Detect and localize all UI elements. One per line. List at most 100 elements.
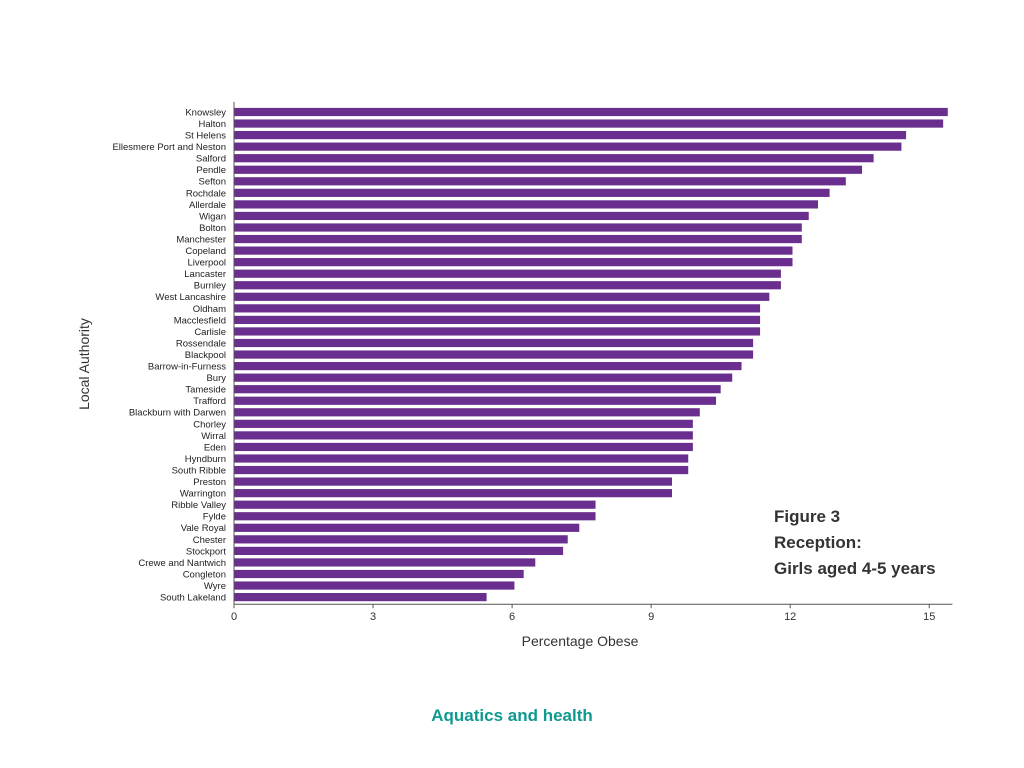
x-tick-label: 12 xyxy=(784,611,796,623)
bar xyxy=(234,489,673,498)
category-label: Salford xyxy=(196,154,226,165)
bar xyxy=(234,165,863,174)
bar xyxy=(234,362,742,371)
x-tick-label: 9 xyxy=(648,611,654,623)
figure-group: Reception: xyxy=(774,533,862,552)
bar xyxy=(234,396,717,405)
category-label: Wigan xyxy=(199,211,226,222)
category-label: Hyndburn xyxy=(185,454,226,465)
bar xyxy=(234,119,944,128)
x-tick-label: 6 xyxy=(509,611,515,623)
bar xyxy=(234,431,693,440)
category-label: Allerdale xyxy=(189,200,226,211)
category-label: Ellesmere Port and Neston xyxy=(112,142,226,153)
figure-subject: Girls aged 4-5 years xyxy=(774,559,936,578)
category-label: Burnley xyxy=(194,281,226,292)
bars-group xyxy=(234,107,948,602)
category-label: Rossendale xyxy=(176,338,226,349)
bar xyxy=(234,338,754,348)
category-label: Preston xyxy=(193,477,226,488)
category-label: Pendle xyxy=(196,165,226,176)
bar xyxy=(234,269,781,278)
x-axis-title: Percentage Obese xyxy=(522,633,639,649)
bar xyxy=(234,211,809,221)
bar xyxy=(234,512,596,521)
category-label: Vale Royal xyxy=(181,523,226,534)
y-axis-title: Local Authority xyxy=(76,318,92,410)
category-label: Crewe and Nantwich xyxy=(138,558,226,569)
category-label: Fylde xyxy=(203,512,226,523)
category-label: Blackpool xyxy=(185,350,226,361)
category-label: Chester xyxy=(193,535,226,546)
category-label: St Helens xyxy=(185,131,226,142)
bar xyxy=(234,234,802,244)
bar xyxy=(234,304,761,313)
bar xyxy=(234,500,596,509)
bar xyxy=(234,131,907,140)
bar xyxy=(234,593,487,602)
category-label: Bury xyxy=(206,373,226,384)
bar xyxy=(234,477,673,486)
bar xyxy=(234,177,846,186)
category-label: Knowsley xyxy=(185,107,226,118)
category-label: Eden xyxy=(204,442,226,453)
category-label: Ribble Valley xyxy=(171,500,226,511)
category-label: Oldham xyxy=(193,304,226,315)
bar xyxy=(234,442,693,452)
category-label: Sefton xyxy=(199,177,226,188)
x-tick-label: 15 xyxy=(923,611,935,623)
bar xyxy=(234,546,564,555)
bar xyxy=(234,558,536,567)
bar xyxy=(234,535,568,544)
x-tick-label: 0 xyxy=(231,611,237,623)
bar xyxy=(234,569,524,579)
bar xyxy=(234,188,830,197)
figure-number: Figure 3 xyxy=(774,507,840,526)
category-label: West Lancashire xyxy=(155,292,226,303)
category-label: Lancaster xyxy=(184,269,226,280)
bar xyxy=(234,454,689,463)
category-label: Bolton xyxy=(199,223,226,234)
category-label: South Ribble xyxy=(172,465,226,476)
bar xyxy=(234,281,781,290)
category-label: Congleton xyxy=(183,569,226,580)
category-label: Barrow-in-Furness xyxy=(148,362,226,373)
footer-title: Aquatics and health xyxy=(431,706,593,725)
figure-annotation: Figure 3 Reception: Girls aged 4-5 years xyxy=(774,507,936,578)
x-ticks-group: 0 3 6 9 12 15 xyxy=(231,604,935,623)
category-label: Rochdale xyxy=(186,188,226,199)
category-label: Liverpool xyxy=(187,258,226,269)
bar xyxy=(234,200,819,209)
bar xyxy=(234,107,948,117)
bar xyxy=(234,258,793,267)
x-tick-label: 3 xyxy=(370,611,376,623)
category-label: South Lakeland xyxy=(160,593,226,604)
category-label: Carlisle xyxy=(194,327,226,338)
bar xyxy=(234,465,689,475)
bar xyxy=(234,523,580,532)
category-label: Manchester xyxy=(176,234,226,245)
category-label: Tameside xyxy=(185,385,226,396)
bar xyxy=(234,223,802,232)
category-label: Halton xyxy=(199,119,226,130)
category-label: Chorley xyxy=(193,419,226,430)
bar xyxy=(234,315,761,324)
category-label: Macclesfield xyxy=(174,315,226,326)
category-label: Wyre xyxy=(204,581,226,592)
bar xyxy=(234,142,902,151)
bar xyxy=(234,408,700,417)
category-label: Warrington xyxy=(180,489,226,500)
category-label: Trafford xyxy=(193,396,226,407)
bar xyxy=(234,350,754,359)
bar xyxy=(234,327,761,336)
bar xyxy=(234,246,793,255)
bar xyxy=(234,154,874,163)
category-label: Stockport xyxy=(186,546,226,557)
bar xyxy=(234,292,770,301)
bar xyxy=(234,419,693,428)
bar xyxy=(234,581,515,590)
category-label: Blackburn with Darwen xyxy=(129,408,226,419)
bar xyxy=(234,373,733,382)
